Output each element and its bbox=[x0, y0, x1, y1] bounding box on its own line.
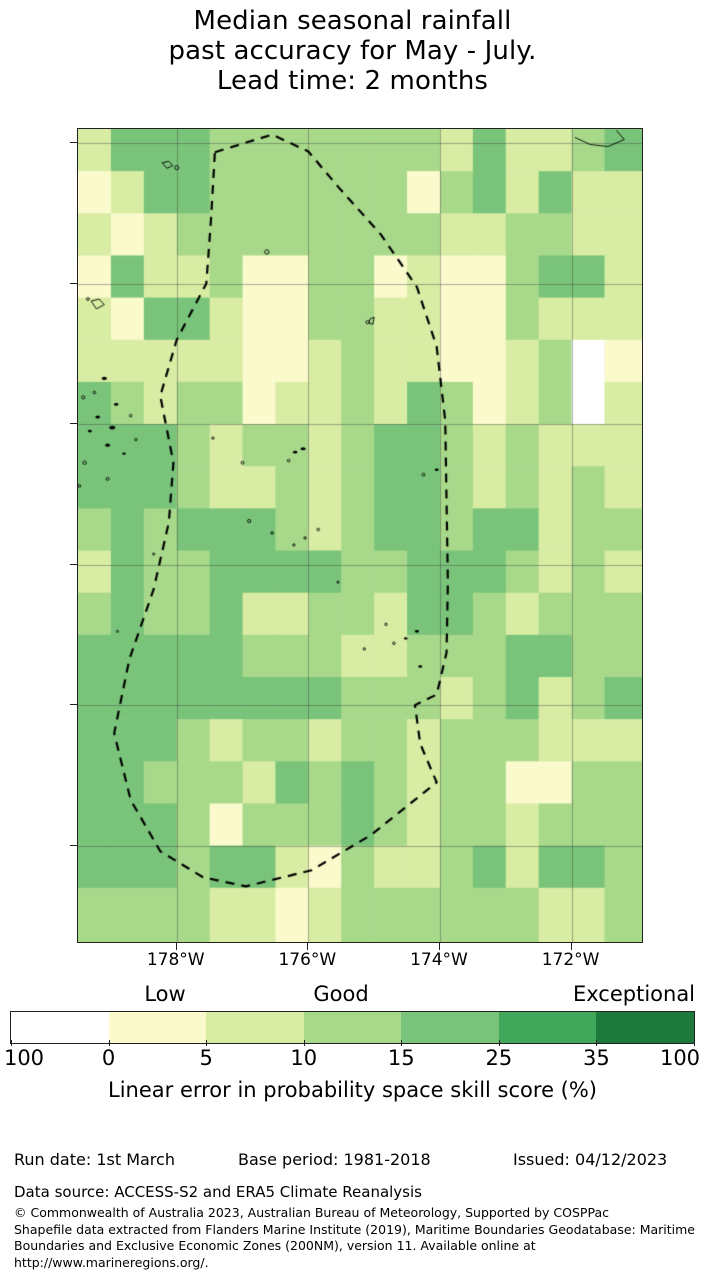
x-axis-tick-label: 172°W bbox=[541, 950, 600, 970]
run-date: Run date: 1st March bbox=[14, 1150, 175, 1169]
y-axis-tick-mark bbox=[70, 563, 77, 565]
colorbar-tick-mark bbox=[303, 1040, 305, 1046]
colorbar-band-5-10 bbox=[206, 1012, 304, 1043]
colorbar-axis-label: Linear error in probability space skill … bbox=[108, 1078, 597, 1102]
colorbar-tick-labels: 100 0 5 10 15 25 35 100 bbox=[0, 1040, 705, 1072]
colorbar-tick-100: 100 bbox=[3, 1046, 45, 1070]
colorbar-tick-5: 5 bbox=[199, 1046, 213, 1070]
x-axis-tick-mark bbox=[307, 943, 309, 950]
colorbar-tick-mark bbox=[206, 1040, 208, 1046]
footer-meta-row: Run date: 1st March Base period: 1981-20… bbox=[0, 1150, 705, 1174]
coastline-and-eez-overlay-canvas bbox=[78, 129, 642, 942]
colorbar-band-25-35 bbox=[498, 1012, 597, 1043]
colorbar-band-10-15 bbox=[303, 1012, 402, 1043]
base-period: Base period: 1981-2018 bbox=[238, 1150, 431, 1169]
copyright-line-4[interactable]: http://www.marineregions.org/. bbox=[14, 1254, 209, 1270]
colorbar-band->35 bbox=[596, 1012, 694, 1043]
colorbar-band-15-25 bbox=[401, 1012, 499, 1043]
colorbar-tick-100: 100 bbox=[659, 1046, 701, 1070]
page-title: Median seasonal rainfall past accuracy f… bbox=[0, 6, 705, 96]
legend-category-good: Good bbox=[313, 982, 369, 1006]
copyright-line-3: Boundaries and Exclusive Economic Zones … bbox=[14, 1238, 536, 1254]
y-axis-tick-mark bbox=[70, 423, 77, 425]
colorbar-tick-35: 35 bbox=[583, 1046, 610, 1070]
y-axis-tick-mark bbox=[70, 282, 77, 284]
copyright-line-2: Shapefile data extracted from Flanders M… bbox=[14, 1221, 695, 1237]
legend-category-low: Low bbox=[144, 982, 186, 1006]
colorbar bbox=[10, 1011, 695, 1044]
y-axis-tick-mark bbox=[70, 142, 77, 144]
colorbar-tick-mark bbox=[11, 1040, 12, 1046]
colorbar-tick-10: 10 bbox=[290, 1046, 318, 1070]
x-axis-tick-mark bbox=[438, 943, 440, 950]
title-line-1: Median seasonal rainfall bbox=[193, 6, 512, 36]
x-axis-tick-mark bbox=[570, 943, 572, 950]
colorbar-tick-mark bbox=[498, 1040, 500, 1046]
colorbar-tick-mark bbox=[401, 1040, 403, 1046]
colorbar-band-0-5 bbox=[108, 1012, 207, 1043]
x-axis-tick-label: 178°W bbox=[146, 950, 205, 970]
x-axis-tick-mark bbox=[175, 943, 177, 950]
colorbar-tick-mark bbox=[596, 1040, 598, 1046]
issued-date: Issued: 04/12/2023 bbox=[513, 1150, 668, 1169]
legend-category-labels: Low Good Exceptional bbox=[0, 982, 705, 1008]
y-axis-tick-mark bbox=[70, 704, 77, 706]
copyright-text: © Commonwealth of Australia 2023, Austra… bbox=[14, 1205, 696, 1272]
colorbar-tick-0: 0 bbox=[101, 1046, 116, 1070]
skill-score-heatmap-map bbox=[77, 128, 643, 943]
colorbar-tick-mark bbox=[108, 1040, 110, 1046]
colorbar-tick-15: 15 bbox=[387, 1046, 415, 1070]
x-axis-tick-label: 174°W bbox=[410, 950, 468, 970]
title-line-2: past accuracy for May - July. bbox=[168, 36, 537, 67]
copyright-line-1: © Commonwealth of Australia 2023, Austra… bbox=[14, 1205, 609, 1220]
x-axis-tick-label: 176°W bbox=[278, 950, 337, 970]
legend-category-exceptional: Exceptional bbox=[572, 982, 696, 1006]
colorbar-tick-25: 25 bbox=[485, 1046, 513, 1070]
colorbar-band-<0 bbox=[11, 1012, 109, 1043]
colorbar-tick-mark bbox=[694, 1040, 695, 1046]
y-axis-tick-mark bbox=[70, 844, 77, 846]
title-line-3: Lead time: 2 months bbox=[216, 66, 489, 97]
data-source-text: Data source: ACCESS-S2 and ERA5 Climate … bbox=[14, 1183, 422, 1201]
